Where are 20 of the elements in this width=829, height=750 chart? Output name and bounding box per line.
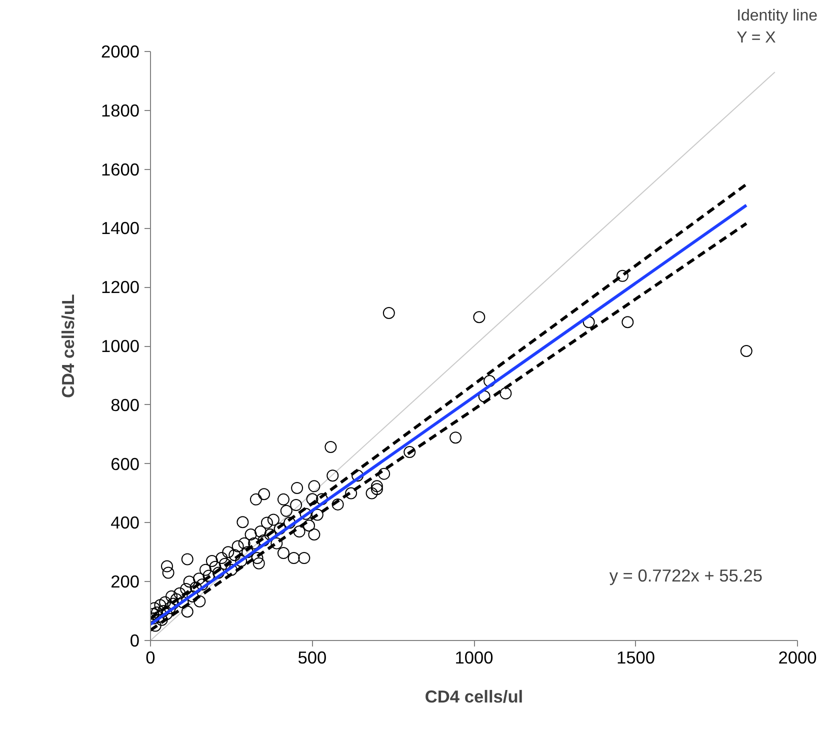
y-tick-label: 200 xyxy=(110,572,140,592)
y-tick-label: 1000 xyxy=(100,336,140,356)
x-tick-label: 1500 xyxy=(616,648,656,668)
y-axis-title: CD4 cells/uL xyxy=(58,294,78,398)
y-tick-label: 400 xyxy=(110,512,140,533)
x-tick-label: 2000 xyxy=(778,648,817,668)
text: Identity line Y = X xyxy=(736,7,818,46)
y-tick-label: 1800 xyxy=(100,100,140,120)
x-tick-label: 1000 xyxy=(454,648,494,668)
x-axis-title: CD4 cells/ul xyxy=(424,686,524,706)
y-tick-label: 800 xyxy=(110,394,140,415)
y-tick-label: 1400 xyxy=(100,218,140,238)
x-tick-label: 500 xyxy=(298,648,327,668)
x-tick-label: 0 xyxy=(146,648,156,668)
y-tick-label: 600 xyxy=(110,454,140,474)
annotation: y = 0.7722x + 55.25 xyxy=(609,566,762,586)
y-tick-label: 1200 xyxy=(100,277,140,298)
y-tick-label: 2000 xyxy=(100,42,140,62)
y-tick-label: 0 xyxy=(130,630,140,650)
y-tick-label: 1600 xyxy=(100,159,140,180)
